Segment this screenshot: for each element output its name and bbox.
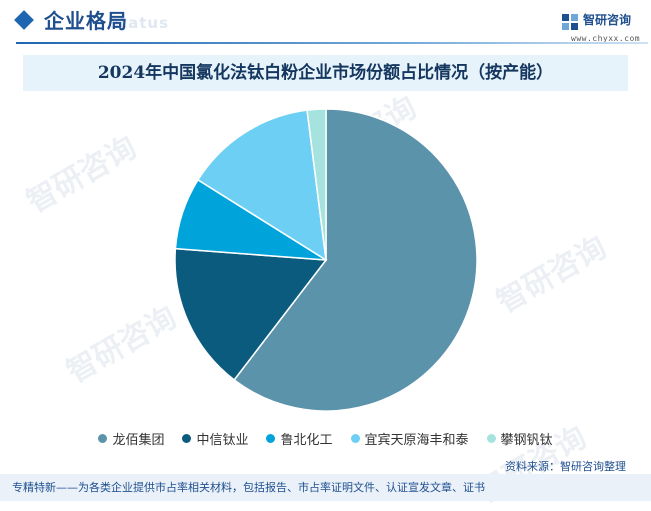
diamond-icon: [14, 10, 34, 30]
legend-item: 鲁北化工: [266, 428, 333, 448]
chart-title: 2024年中国氯化法钛白粉企业市场份额占比情况（按产能）: [97, 63, 554, 83]
legend-swatch: [266, 433, 276, 443]
footer-bar: 专精特新——为各类企业提供市占率相关材料，包括报告、市占率证明文件、认证宣发文章…: [0, 474, 651, 501]
logo-text: 智研咨询: [583, 13, 632, 27]
header-divider: [16, 42, 648, 44]
pie-slice-5: [306, 108, 327, 261]
legend-item: 攀钢钒钛: [486, 428, 553, 448]
legend-item: 中信钛业: [182, 428, 248, 448]
legend-item: 宜宾天原海丰和泰: [350, 428, 469, 448]
pie-slice-4: [196, 109, 327, 262]
brand-logo: 智研咨询: [561, 11, 639, 33]
source-label: 资料来源：智研咨询整理: [505, 460, 626, 473]
legend-label: 龙佰集团: [112, 432, 165, 448]
legend-swatch: [182, 433, 192, 443]
legend-item: 龙佰集团: [98, 428, 164, 448]
legend-swatch: [486, 433, 496, 443]
pie-chart: [174, 108, 478, 412]
header: status 企业格局 智研咨询 www.chyxx.com: [0, 0, 651, 44]
legend-label: 中信钛业: [196, 432, 249, 448]
logo-icon: [562, 14, 578, 30]
legend-label: 鲁北化工: [280, 432, 333, 448]
pie-slice-1: [233, 108, 478, 412]
legend-swatch: [350, 433, 360, 443]
legend-label: 宜宾天原海丰和泰: [364, 432, 469, 448]
section-title: 企业格局: [44, 9, 128, 33]
chart-title-bar: 2024年中国氯化法钛白粉企业市场份额占比情况（按产能）: [23, 55, 628, 91]
section-ghost-text: status: [110, 14, 169, 32]
legend-swatch: [98, 433, 108, 443]
logo-url: www.chyxx.com: [571, 34, 641, 43]
footer-text: 专精特新——为各类企业提供市占率相关材料，包括报告、市占率证明文件、认证宣发文章…: [12, 481, 485, 494]
pie-slice-2: [174, 247, 328, 381]
legend-label: 攀钢钒钛: [500, 432, 553, 448]
chart-legend: 龙佰集团 中信钛业 鲁北化工 宜宾天原海丰和泰 攀钢钒钛: [0, 428, 651, 448]
